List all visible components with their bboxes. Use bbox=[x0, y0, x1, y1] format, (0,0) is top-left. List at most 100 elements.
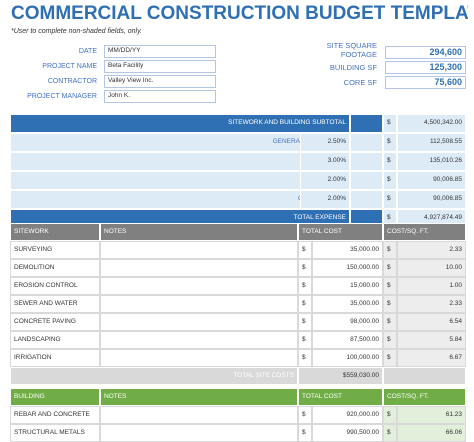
summary-row-gap bbox=[350, 190, 383, 209]
total-cost: 150,000.00 bbox=[312, 259, 383, 277]
summary-row-value: 135,010.26 bbox=[397, 152, 466, 171]
item: STRUCTURAL METALS bbox=[10, 424, 100, 442]
currency: $ bbox=[298, 277, 312, 295]
notes bbox=[100, 406, 298, 424]
notes bbox=[100, 241, 298, 259]
column-header: COST/SQ. FT. bbox=[383, 223, 466, 241]
summary-row-currency: $ bbox=[383, 133, 397, 152]
item: SURVEYING bbox=[10, 241, 100, 259]
summary-row-percent: 3.00% bbox=[300, 152, 350, 171]
summary-row-gap bbox=[350, 133, 383, 152]
note: *User to complete non-shaded fields, onl… bbox=[11, 27, 142, 35]
item: DEMOLITION bbox=[10, 259, 100, 277]
notes bbox=[100, 424, 298, 442]
summary-row-currency: $ bbox=[383, 190, 397, 209]
currency: $ bbox=[383, 295, 397, 313]
info-label: DATE bbox=[78, 48, 97, 55]
item: CONCRETE PAVING bbox=[10, 313, 100, 331]
summary-row-percent: 2.50% bbox=[300, 133, 350, 152]
currency: $ bbox=[383, 259, 397, 277]
summary-row-percent: 2.00% bbox=[300, 171, 350, 190]
column-header: TOTAL COST bbox=[298, 388, 383, 406]
total-cost: 35,000.00 bbox=[312, 295, 383, 313]
total-cost: 920,000.00 bbox=[312, 406, 383, 424]
sqft-label: CORE SF bbox=[343, 77, 377, 87]
summary-row-currency: $ bbox=[383, 152, 397, 171]
summary-row-label: INSURANCE bbox=[10, 152, 350, 171]
column-header: COST/SQ. FT. bbox=[383, 388, 466, 406]
column-header: NOTES bbox=[100, 223, 298, 241]
summary-row-value: 90,006.85 bbox=[397, 171, 466, 190]
notes bbox=[100, 313, 298, 331]
total-cost: 35,000.00 bbox=[312, 241, 383, 259]
column-header: TOTAL COST bbox=[298, 223, 383, 241]
notes bbox=[100, 331, 298, 349]
cost-per-sqft: 2.33 bbox=[397, 295, 466, 313]
total-cost: 990,500.00 bbox=[312, 424, 383, 442]
column-header: NOTES bbox=[100, 388, 298, 406]
info-label: PROJECT MANAGER bbox=[27, 93, 97, 100]
info-value: John K. bbox=[104, 90, 216, 103]
currency: $ bbox=[298, 331, 312, 349]
summary-row-percent: 2.00% bbox=[300, 190, 350, 209]
info-label: PROJECT NAME bbox=[42, 63, 97, 70]
sqft-label: BUILDING SF bbox=[329, 62, 377, 72]
currency: $ bbox=[298, 406, 312, 424]
cost-per-sqft: 1.00 bbox=[397, 277, 466, 295]
sqft-value: 75,600 bbox=[385, 76, 466, 89]
info-value: Beta Facility bbox=[104, 60, 216, 73]
info-label: CONTRACTOR bbox=[47, 78, 97, 85]
subtotal-currency: $ bbox=[383, 114, 397, 133]
cost-per-sqft: 66.06 bbox=[397, 424, 466, 442]
notes bbox=[100, 349, 298, 367]
summary-row-label: CONTINGENCY bbox=[10, 190, 350, 209]
item: EROSION CONTROL bbox=[10, 277, 100, 295]
notes bbox=[100, 277, 298, 295]
item: SEWER AND WATER bbox=[10, 295, 100, 313]
subtotal-value: 4,500,342.00 bbox=[397, 114, 466, 133]
summary-row-value: 90,006.85 bbox=[397, 190, 466, 209]
summary-row-currency: $ bbox=[383, 171, 397, 190]
currency: $ bbox=[298, 424, 312, 442]
column-header: BUILDING bbox=[10, 388, 100, 406]
total-cost: 15,000.00 bbox=[312, 277, 383, 295]
sqft-value: 294,600 bbox=[385, 46, 466, 59]
sqft-label: SITE SQUARE FOOTAGE bbox=[326, 42, 377, 59]
item: LANDSCAPING bbox=[10, 331, 100, 349]
cost-per-sqft: 6.54 bbox=[397, 313, 466, 331]
currency: $ bbox=[383, 277, 397, 295]
subtotal-label: SITEWORK AND BUILDING SUBTOTAL bbox=[10, 114, 350, 133]
currency: $ bbox=[298, 295, 312, 313]
currency: $ bbox=[383, 349, 397, 367]
total-cost: 87,500.00 bbox=[312, 331, 383, 349]
notes bbox=[100, 295, 298, 313]
item: REBAR AND CONCRETE bbox=[10, 406, 100, 424]
cost-per-sqft: 10.00 bbox=[397, 259, 466, 277]
total-cost: 100,000.00 bbox=[312, 349, 383, 367]
total-blank bbox=[383, 367, 466, 385]
title: COMMERCIAL CONSTRUCTION BUDGET TEMPLATE bbox=[11, 2, 468, 24]
subtotal-gap bbox=[350, 114, 383, 133]
currency: $ bbox=[298, 241, 312, 259]
item: IRRIGATION bbox=[10, 349, 100, 367]
summary-row-gap bbox=[350, 152, 383, 171]
total-value: $559,030.00 bbox=[298, 367, 383, 385]
currency: $ bbox=[298, 313, 312, 331]
cost-per-sqft: 5.84 bbox=[397, 331, 466, 349]
cost-per-sqft: 2.33 bbox=[397, 241, 466, 259]
info-value: MM/DD/YY bbox=[104, 45, 216, 58]
currency: $ bbox=[383, 313, 397, 331]
currency: $ bbox=[298, 349, 312, 367]
total-label: TOTAL SITE COSTS bbox=[10, 367, 298, 385]
currency: $ bbox=[383, 241, 397, 259]
currency: $ bbox=[383, 331, 397, 349]
currency: $ bbox=[383, 424, 397, 442]
summary-row-label: GENERAL CONDITIONS bbox=[10, 133, 350, 152]
column-header: SITEWORK bbox=[10, 223, 100, 241]
currency: $ bbox=[298, 259, 312, 277]
summary-row-label: FEES bbox=[10, 171, 350, 190]
currency: $ bbox=[383, 406, 397, 424]
total-cost: 98,000.00 bbox=[312, 313, 383, 331]
notes bbox=[100, 259, 298, 277]
